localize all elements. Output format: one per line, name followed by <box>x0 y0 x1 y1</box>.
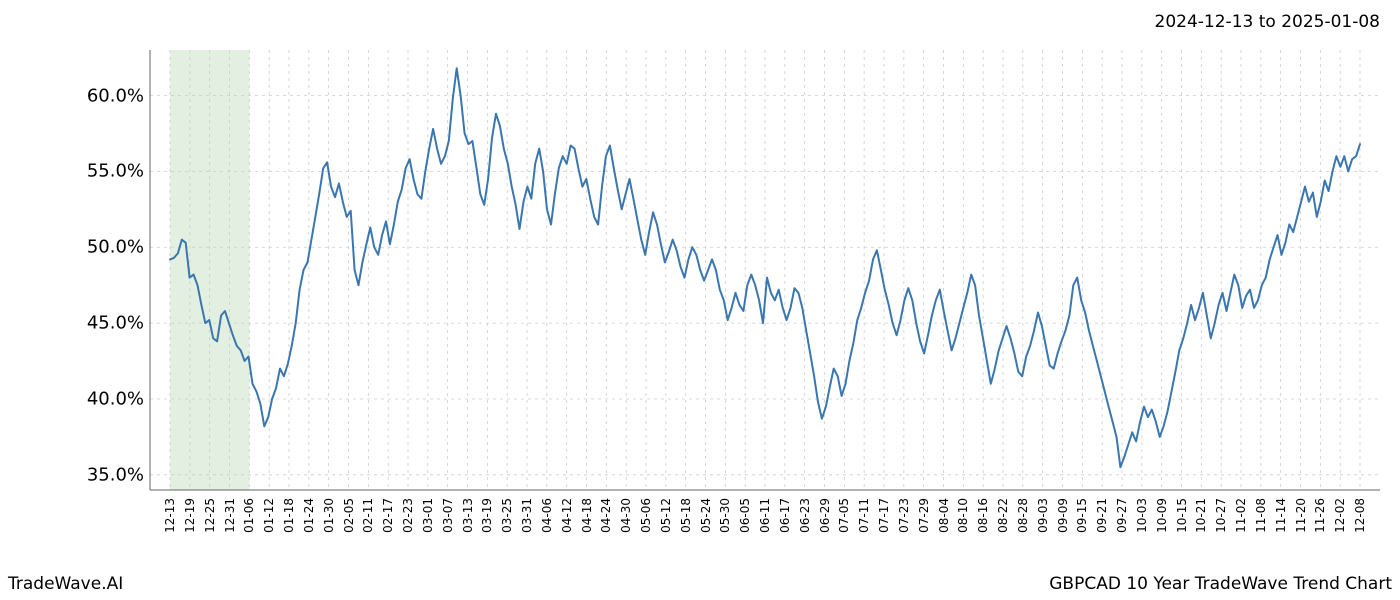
y-axis: 35.0% 40.0% 45.0% 50.0% 55.0% 60.0% <box>0 50 150 490</box>
y-axis-tick: 50.0% <box>87 237 144 258</box>
chart-title-label: GBPCAD 10 Year TradeWave Trend Chart <box>1049 574 1392 594</box>
brand-label: TradeWave.AI <box>8 574 123 594</box>
y-axis-tick: 35.0% <box>87 464 144 485</box>
date-range-label: 2024-12-13 to 2025-01-08 <box>1155 12 1380 32</box>
chart-footer: TradeWave.AI GBPCAD 10 Year TradeWave Tr… <box>0 574 1400 594</box>
y-axis-tick: 40.0% <box>87 388 144 409</box>
line-chart-svg <box>150 50 1380 490</box>
y-axis-tick: 60.0% <box>87 85 144 106</box>
chart-container: 2024-12-13 to 2025-01-08 35.0% 40.0% 45.0%… <box>0 0 1400 600</box>
y-axis-tick: 45.0% <box>87 313 144 334</box>
plot-area <box>150 50 1380 490</box>
y-axis-tick: 55.0% <box>87 161 144 182</box>
x-axis: 12-1312-1912-2512-3101-0601-1201-1801-24… <box>150 498 1380 558</box>
